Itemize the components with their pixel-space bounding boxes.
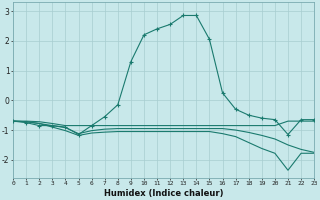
X-axis label: Humidex (Indice chaleur): Humidex (Indice chaleur) — [104, 189, 223, 198]
